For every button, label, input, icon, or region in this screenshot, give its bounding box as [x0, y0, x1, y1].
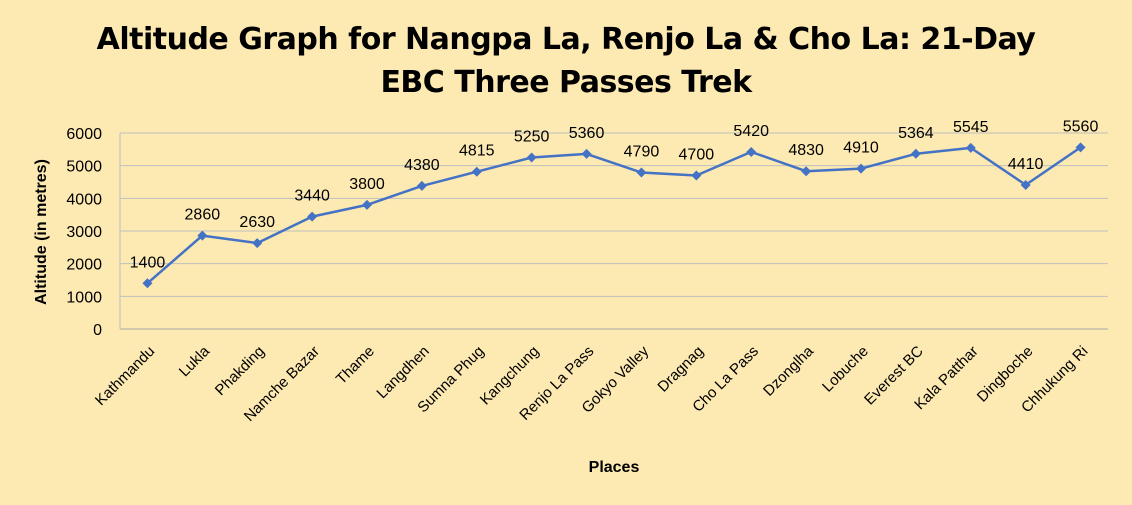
data-label: 4815 — [459, 143, 495, 160]
x-tick-label: Phakding — [212, 343, 268, 399]
data-point-marker — [526, 152, 537, 163]
x-tick-label: Dzonglha — [760, 342, 817, 399]
data-label: 3800 — [349, 176, 385, 193]
chart-title-line-2: EBC Three Passes Trek — [380, 65, 752, 100]
data-label: 2860 — [185, 207, 221, 224]
x-axis-title: Places — [589, 459, 640, 476]
y-tick-label: 2000 — [66, 257, 102, 274]
data-point-marker — [636, 167, 647, 178]
data-label: 2630 — [239, 214, 275, 231]
data-point-marker — [471, 166, 482, 177]
y-tick-label: 3000 — [66, 224, 102, 241]
data-point-marker — [142, 278, 153, 289]
x-tick-label: Langdhen — [373, 343, 432, 402]
data-label: 5420 — [733, 123, 769, 140]
x-tick-label: Dragnag — [654, 343, 707, 396]
y-tick-label: 4000 — [66, 191, 102, 208]
data-point-marker — [1075, 142, 1086, 153]
data-label: 4910 — [843, 140, 879, 157]
data-label: 4700 — [679, 146, 715, 163]
data-point-marker — [581, 148, 592, 159]
data-label: 3440 — [294, 188, 330, 205]
data-point-marker — [252, 238, 263, 249]
y-tick-label: 5000 — [66, 159, 102, 176]
y-tick-label: 0 — [93, 322, 102, 339]
data-point-marker — [965, 142, 976, 153]
data-label: 4830 — [788, 142, 824, 159]
data-point-marker — [910, 148, 921, 159]
data-label: 4410 — [1008, 156, 1044, 173]
data-point-marker — [197, 230, 208, 241]
data-point-marker — [856, 163, 866, 174]
data-label: 1400 — [130, 254, 166, 271]
data-label: 5545 — [953, 119, 989, 136]
data-point-marker — [801, 166, 812, 177]
data-label: 5360 — [569, 125, 605, 142]
x-tick-label: Kathmandu — [92, 343, 158, 409]
data-point-marker — [691, 170, 702, 181]
x-tick-label: Lobuche — [819, 343, 872, 396]
x-tick-label: Lukla — [176, 342, 214, 380]
y-axis-title: Altitude (in metres) — [33, 159, 50, 305]
x-tick-label: Thame — [333, 343, 378, 388]
data-point-marker — [307, 211, 318, 222]
chart-title-line-1: Altitude Graph for Nangpa La, Renjo La &… — [96, 22, 1036, 57]
data-point-marker — [1020, 179, 1031, 190]
data-point-marker — [416, 180, 427, 191]
series-line — [146, 146, 1082, 285]
y-tick-label: 6000 — [66, 126, 102, 143]
data-label: 5364 — [898, 125, 934, 142]
data-label: 5250 — [514, 129, 550, 146]
data-point-marker — [746, 146, 757, 157]
data-label: 5560 — [1063, 118, 1099, 135]
data-point-marker — [362, 199, 372, 210]
y-tick-label: 1000 — [66, 289, 102, 306]
data-label: 4380 — [404, 157, 440, 174]
data-label: 4790 — [624, 144, 660, 161]
